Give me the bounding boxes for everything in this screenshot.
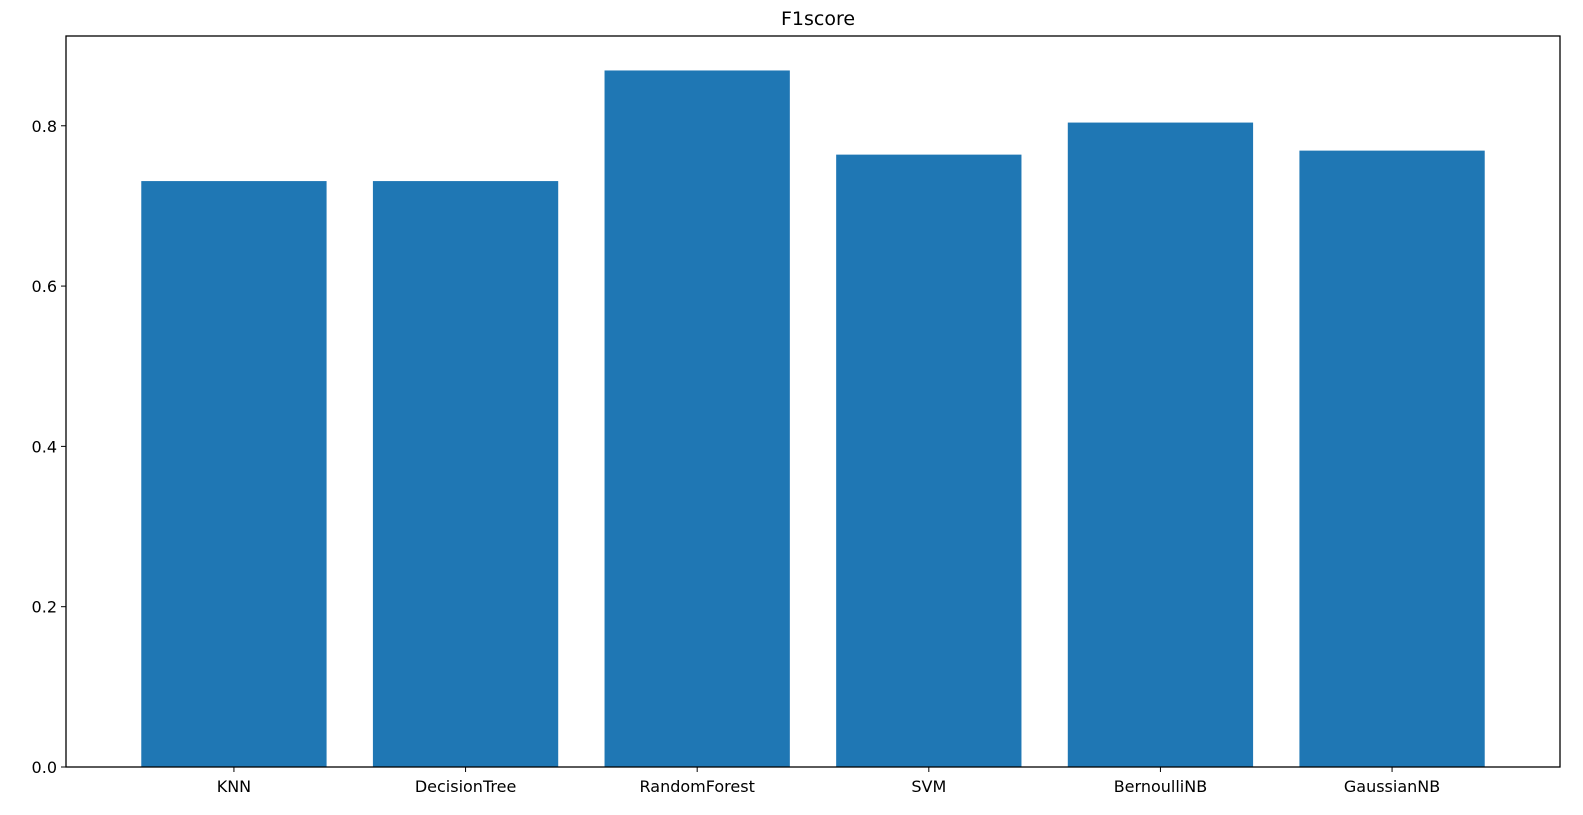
x-tick-label: KNN (217, 777, 251, 796)
y-tick-label: 0.4 (32, 437, 57, 456)
y-axis: 0.0 0.2 0.4 0.6 0.8 (32, 117, 66, 777)
y-tick-label: 0.6 (32, 277, 57, 296)
y-tick-label: 0.2 (32, 598, 57, 617)
x-tick-label: BernoulliNB (1114, 777, 1207, 796)
x-tick-label: DecisionTree (415, 777, 516, 796)
bar-bernoullinb (1067, 122, 1254, 767)
bar-decisiontree (372, 181, 559, 767)
bar-gaussiannb (1299, 150, 1485, 768)
x-tick-label: SVM (911, 777, 946, 796)
bar-randomforest (604, 70, 790, 768)
y-tick-label: 0.8 (32, 117, 57, 136)
bars-layer (141, 70, 1485, 768)
bar-knn (141, 181, 327, 767)
plot-frame (65, 35, 1561, 768)
x-tick-label: GaussianNB (1344, 777, 1440, 796)
x-tick-label: RandomForest (640, 777, 755, 796)
chart-title: F1score (781, 8, 855, 30)
y-tick-label: 0.0 (32, 758, 57, 777)
bar-svm (836, 154, 1022, 767)
x-axis: KNN DecisionTree RandomForest SVM BernoulliN… (217, 767, 1440, 796)
